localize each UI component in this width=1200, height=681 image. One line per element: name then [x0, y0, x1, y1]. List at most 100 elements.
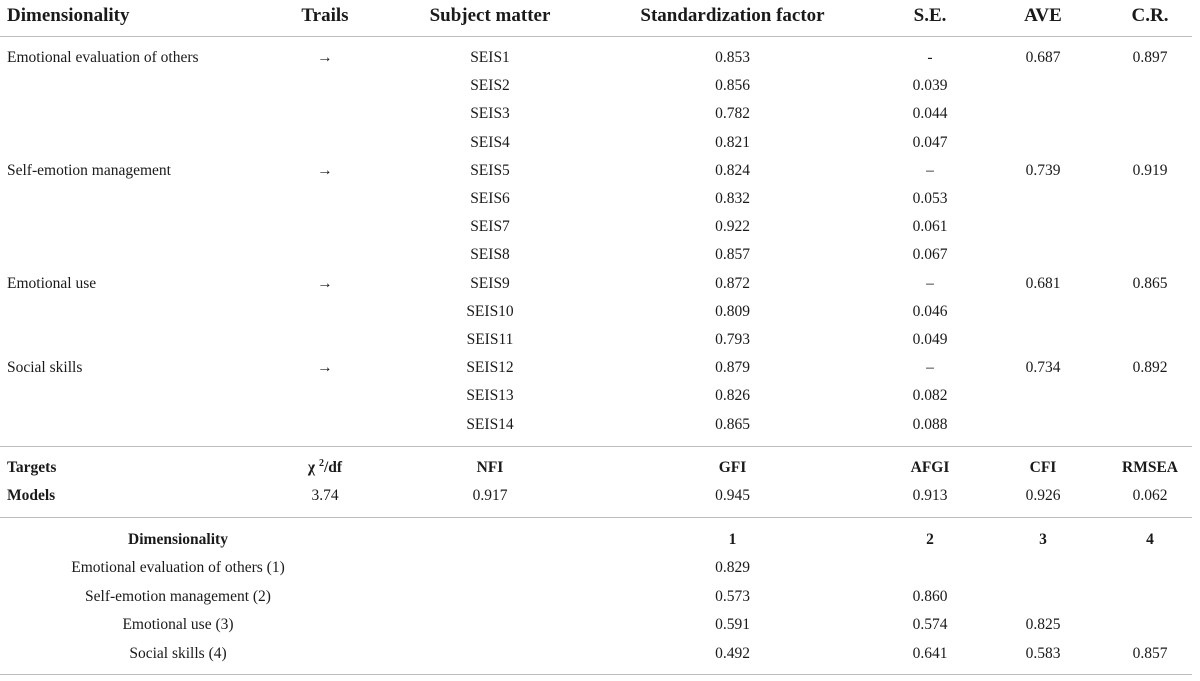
- cell-cr: [1110, 213, 1190, 241]
- cell-ave: [993, 72, 1093, 100]
- cell-se: 0.044: [912, 105, 948, 123]
- corr-value-cell: 0.825: [1025, 616, 1061, 634]
- corr-dimensionality-header: Dimensionality: [128, 531, 228, 548]
- chi-symbol: χ: [307, 459, 319, 476]
- cell-se: 0.046: [912, 302, 948, 320]
- cell-se: 0.047: [912, 133, 948, 151]
- cell-dimension: Emotional use: [7, 274, 97, 292]
- cell-trail-arrow: [275, 298, 375, 326]
- corr-value-cell: [993, 583, 1093, 611]
- cell-ave: [993, 185, 1093, 213]
- cell-item: SEIS5: [470, 161, 510, 179]
- corr-row-label: Self-emotion management (2): [85, 587, 271, 605]
- cfa-bottom-rule: [0, 446, 1192, 447]
- cell-cr: [1110, 185, 1190, 213]
- fit-models-label: Models: [7, 487, 56, 504]
- corr-col-3-header: 3: [1039, 531, 1047, 548]
- cell-item: SEIS3: [470, 105, 510, 123]
- chi-superscript: 2: [318, 457, 324, 469]
- cfa-table-row: SEIS4 0.821 0.047: [0, 129, 1200, 157]
- cell-item: SEIS8: [470, 246, 510, 264]
- fit-targets-label: Targets: [7, 459, 57, 476]
- cfa-table-row: SEIS3 0.782 0.044: [0, 100, 1200, 128]
- cfa-table-row: SEIS13 0.826 0.082: [0, 382, 1200, 410]
- cell-cr: [1110, 411, 1190, 439]
- corr-value-cell: 0.492: [715, 644, 750, 662]
- fit-gfi-value: 0.945: [715, 487, 750, 504]
- cell-item: SEIS12: [466, 359, 514, 377]
- corr-table-row: Emotional use (3) 0.591 0.574 0.825: [0, 611, 1200, 639]
- cell-trail-arrow: [275, 72, 375, 100]
- corr-value-cell: 0.583: [1025, 644, 1061, 662]
- cell-factor: 0.826: [715, 387, 750, 405]
- cell-se: –: [926, 161, 934, 179]
- table-bottom-rule: [0, 674, 1192, 675]
- corr-value-cell: [1110, 611, 1190, 639]
- fit-nfi-header: NFI: [476, 459, 504, 476]
- cell-se: 0.053: [912, 190, 948, 207]
- cell-cr: 0.919: [1132, 161, 1168, 179]
- cell-ave: [993, 241, 1093, 269]
- cell-se: 0.049: [912, 331, 948, 348]
- cell-item: SEIS9: [470, 274, 510, 292]
- cfa-table-row: SEIS11 0.793 0.049: [0, 326, 1200, 354]
- corr-value-cell: 0.860: [912, 587, 948, 605]
- header-dimensionality: Dimensionality: [7, 5, 130, 26]
- cell-factor: 0.782: [715, 105, 750, 123]
- cell-factor: 0.853: [715, 49, 750, 66]
- header-ave: AVE: [1024, 5, 1062, 26]
- corr-row-label: Emotional use (3): [122, 616, 234, 634]
- cell-factor: 0.879: [715, 359, 750, 377]
- cell-trail-arrow: [275, 213, 375, 241]
- corr-col-1-header: 1: [728, 531, 737, 548]
- fit-afgi-value: 0.913: [912, 487, 948, 504]
- header-standardization-factor: Standardization factor: [640, 5, 825, 26]
- cell-item: SEIS6: [470, 190, 510, 207]
- cell-item: SEIS10: [466, 302, 514, 320]
- cell-item: SEIS11: [466, 331, 514, 348]
- cfa-table-row: SEIS2 0.856 0.039: [0, 72, 1200, 100]
- corr-value-cell: 0.573: [715, 587, 750, 605]
- fit-afgi-header: AFGI: [910, 459, 950, 476]
- cell-factor: 0.922: [715, 218, 750, 236]
- cell-item: SEIS7: [470, 218, 510, 236]
- cell-factor: 0.832: [715, 190, 750, 207]
- corr-value-cell: 0.591: [715, 616, 750, 634]
- corr-value-cell: 0.641: [912, 644, 948, 662]
- fit-chi-df-header: χ 2/df: [275, 454, 375, 482]
- cell-cr: [1110, 382, 1190, 410]
- cell-factor: 0.793: [715, 331, 750, 348]
- cell-cr: 0.892: [1132, 359, 1168, 377]
- cell-trail-arrow: [275, 382, 375, 410]
- fit-values-row: Models 3.74 0.917 0.945 0.913 0.926 0.06…: [0, 482, 1200, 510]
- cell-factor: 0.856: [715, 77, 750, 95]
- corr-row-label: Emotional evaluation of others (1): [71, 559, 285, 576]
- cell-se: –: [926, 274, 934, 292]
- cell-item: SEIS4: [470, 133, 510, 151]
- header-subject-matter: Subject matter: [429, 5, 551, 26]
- cell-se: 0.039: [912, 77, 948, 95]
- cell-cr: 0.897: [1132, 49, 1168, 66]
- header-trails: Trails: [301, 5, 349, 26]
- cell-trail-arrow: [275, 241, 375, 269]
- fit-bottom-rule: [0, 517, 1192, 518]
- cell-se: 0.082: [912, 387, 948, 405]
- cell-ave: 0.687: [1025, 49, 1061, 66]
- corr-value-cell: 0.857: [1132, 644, 1168, 662]
- corr-value-cell: [993, 554, 1093, 582]
- cell-cr: [1110, 241, 1190, 269]
- corr-row-label: Social skills (4): [129, 644, 227, 662]
- fit-rmsea-header: RMSEA: [1122, 459, 1178, 476]
- header-rule: [0, 36, 1192, 37]
- cell-ave: [993, 326, 1093, 354]
- cfa-table-row: SEIS10 0.809 0.046: [0, 298, 1200, 326]
- fit-header-row: Targets χ 2/df NFI GFI AFGI CFI RMSEA: [0, 454, 1200, 482]
- cell-trail-arrow: [275, 326, 375, 354]
- cfa-header-row: Dimensionality Trails Subject matter Sta…: [0, 0, 1200, 28]
- cfa-table-row: Social skills → SEIS12 0.879 – 0.734 0.892: [0, 354, 1200, 382]
- cell-trail-arrow: →: [317, 274, 333, 292]
- cell-item: SEIS14: [466, 415, 514, 433]
- cell-factor: 0.824: [715, 161, 750, 179]
- cfa-table-row: SEIS6 0.832 0.053: [0, 185, 1200, 213]
- corr-table-row: Self-emotion management (2) 0.573 0.860: [0, 583, 1200, 611]
